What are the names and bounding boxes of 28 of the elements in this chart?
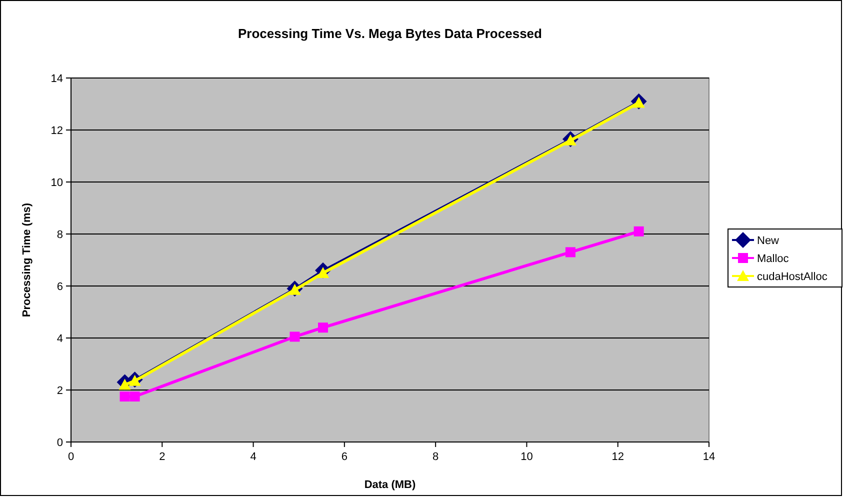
chart-title: Processing Time Vs. Mega Bytes Data Processed <box>238 26 542 41</box>
y-tick-label: 0 <box>56 437 63 449</box>
legend-label: Malloc <box>757 253 790 265</box>
point <box>290 332 300 342</box>
x-tick-label: 10 <box>520 451 533 463</box>
y-tick-label: 4 <box>56 333 63 345</box>
y-tick-label: 14 <box>50 73 63 85</box>
point <box>120 392 130 402</box>
x-tick-label: 12 <box>612 451 624 463</box>
legend-label: cudaHostAlloc <box>757 271 828 283</box>
x-tick-label: 2 <box>159 451 166 463</box>
point <box>130 392 140 402</box>
y-tick-label: 10 <box>50 177 63 189</box>
y-tick-label: 12 <box>50 125 63 137</box>
y-tick-label: 8 <box>56 229 63 241</box>
x-tick-label: 6 <box>341 451 348 463</box>
point <box>634 226 644 236</box>
legend-label: New <box>757 235 780 247</box>
x-tick-label: 0 <box>68 451 74 463</box>
y-axis-title: Processing Time (ms) <box>21 202 33 318</box>
point <box>565 247 576 258</box>
point <box>318 322 328 333</box>
x-tick-label: 14 <box>702 451 716 463</box>
y-tick-label: 2 <box>56 385 63 397</box>
x-axis-title: Data (MB) <box>364 479 416 491</box>
x-tick-label: 8 <box>432 451 439 463</box>
y-tick-label: 6 <box>56 281 63 293</box>
x-tick-label: 4 <box>250 451 256 463</box>
